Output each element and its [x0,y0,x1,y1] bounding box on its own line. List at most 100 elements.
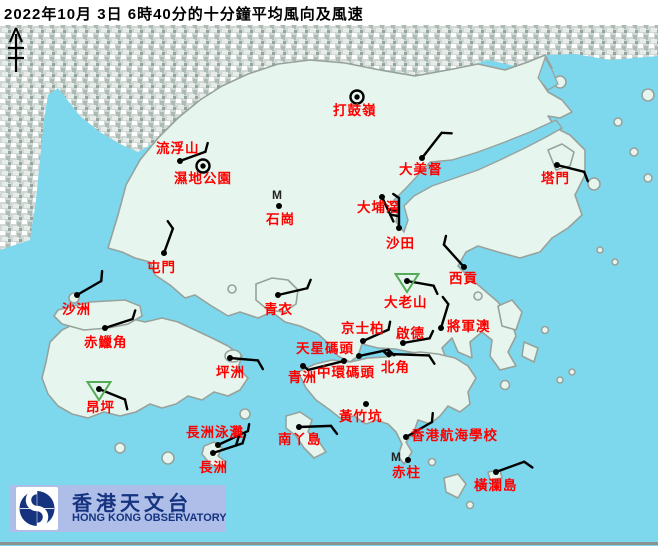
wind-barb-tick [306,278,312,290]
wind-barb-tick [241,433,247,445]
station-label: 赤柱 [392,464,421,480]
wind-barb-tick [256,359,265,371]
station-sha-tin: 沙田 [386,192,415,251]
bottom-divider [0,542,658,545]
wind-barb-tick [234,435,240,447]
wind-barb-tick [582,170,589,183]
wind-barb-shaft [420,131,443,160]
wind-barb-shaft [297,424,333,429]
wind-barb-tick [440,131,453,135]
station-central-pier: 中環碼頭 [317,348,396,380]
station-label: 昂坪 [86,400,115,415]
station-dot [356,353,362,359]
station-sai-kung: 西貢 [442,234,478,286]
station-dot [396,225,402,231]
station-kings-park: 京士柏 [341,320,392,344]
station-tsing-yi: 青衣 [264,278,312,317]
station-dot [554,162,560,168]
wind-barb-shaft [216,429,250,447]
station-tuen-mun: 屯門 [147,219,175,275]
station-dot [386,351,392,357]
station-dot [227,355,233,361]
wind-barb-tick [100,269,104,283]
station-label: 沙田 [386,236,415,251]
station-label: 啟德 [396,325,425,341]
wind-barb-shaft [75,279,103,297]
hilltop-triangle-icon [85,381,113,402]
wind-barb-shaft [442,243,466,269]
station-dot [276,203,282,209]
station-waglan-island: 橫瀾島 [474,460,534,493]
wind-barb-tick [131,309,137,321]
station-dot [461,264,467,270]
wind-barb-tick [329,424,339,436]
station-dot [74,292,80,298]
station-wetland-park: 濕地公園 [174,158,231,186]
wind-barb-shaft [162,227,175,255]
station-dot [200,163,206,169]
station-label: 西貢 [449,271,478,286]
hilltop-triangle-icon [393,273,421,294]
calm-station-icon [195,158,211,174]
station-dot [360,338,366,344]
calm-station-icon [349,89,365,105]
north-arrow-icon [8,27,24,72]
wind-barb-shaft [387,352,431,357]
station-wong-chuk-hang: 黃竹坑 [338,401,383,424]
station-label: 中環碼頭 [317,364,375,380]
station-cheung-chau-beach: 長洲泳灘 [186,422,251,448]
station-tseung-kwan-o: 將軍澳 [438,295,491,334]
station-peng-chau: 坪洲 [216,355,265,380]
station-label: 黃竹坑 [338,408,383,424]
station-dot [96,386,102,392]
station-label: 將軍澳 [447,318,491,334]
station-dot [215,442,221,448]
station-ngong-ping: 昂坪 [85,381,129,415]
station-dot [493,469,499,475]
station-dot [403,434,409,440]
wind-barb-shaft [211,442,244,455]
wind-barb-shaft [178,150,207,163]
wind-barb-shaft [276,287,309,297]
wind-barb-shaft [228,356,260,362]
wind-barb-tick [123,398,129,411]
station-label: 沙洲 [62,302,91,317]
wind-barb-shaft [494,460,526,474]
starling-inlet [537,56,559,91]
m-marker: M [391,450,401,464]
station-dot [379,194,385,200]
station-dot [438,325,444,331]
mainland [107,54,586,371]
station-tai-mei-tuk: 大美督 [399,131,453,177]
station-label: 打鼓嶺 [333,102,377,118]
logo-chinese-name: 香港天文台 [72,493,192,515]
station-north-point: 北角 [381,351,436,375]
station-lau-fau-shan: 流浮山 [156,140,209,164]
wind-barb-shaft [404,420,434,439]
wind-barb-tick [387,320,392,331]
station-label: 坪洲 [216,365,245,380]
wind-barb-tick [392,192,401,200]
hko-logo-icon [16,487,58,530]
lamma [285,411,327,459]
hko-logo: 香港天文台 HONG KONG OBSERVATORY [10,485,227,532]
station-dot [210,450,216,456]
wind-barb-tick [204,141,209,153]
station-label: 大埔滘 [357,199,401,215]
station-dot [341,358,347,364]
station-tap-mun: 塔門 [541,162,589,186]
station-label: 南丫島 [278,431,322,447]
wind-barb-tick [386,208,397,212]
wind-barb-shaft [306,359,346,372]
wind-barb-tick [427,354,436,365]
station-tai-po-kau: 大埔滘 [357,194,401,223]
station-label: 香港航海學校 [410,427,498,443]
station-sha-chau: 沙洲 [62,269,104,317]
m-marker: M [272,188,282,202]
wind-barb-tick [441,295,450,306]
station-tates-cairn: 大老山 [384,273,439,310]
wind-barb-tick [432,284,439,296]
station-label: 赤鱲角 [84,334,128,350]
